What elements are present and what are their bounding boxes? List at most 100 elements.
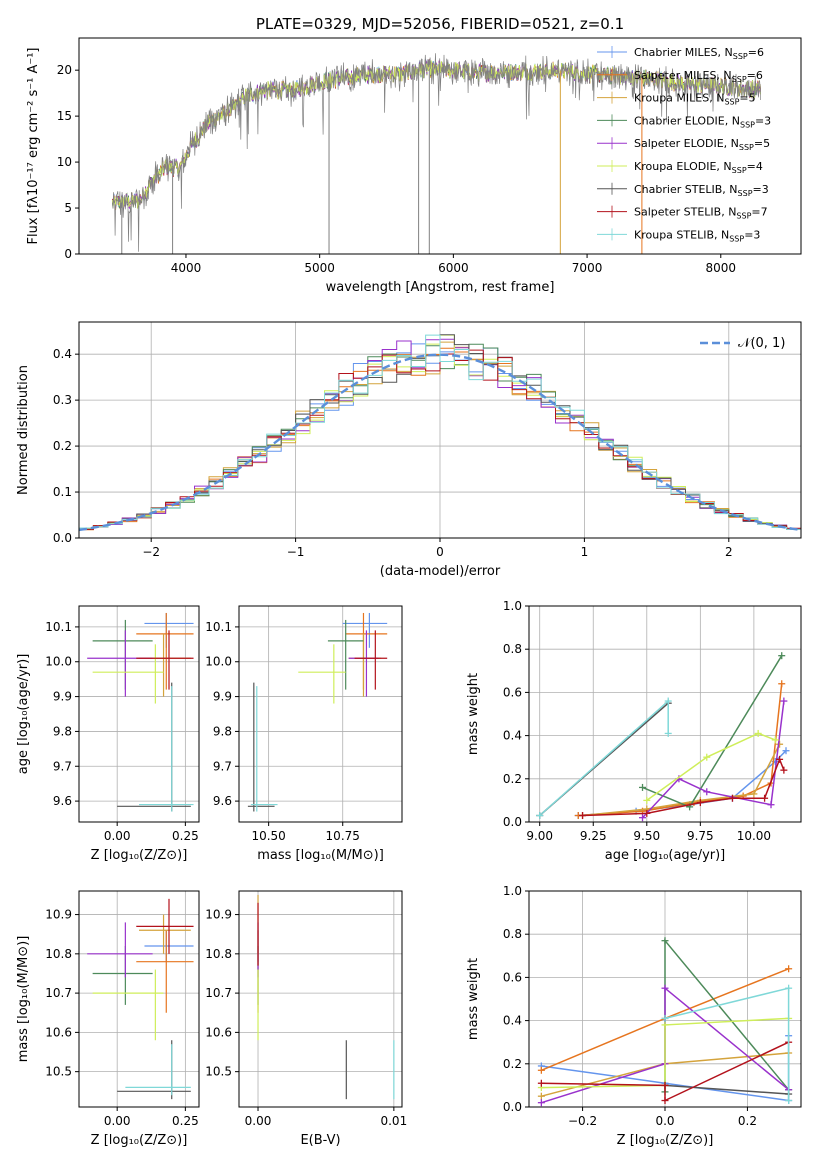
x-tick-label: 5000 — [304, 261, 335, 275]
axes-frame — [528, 890, 802, 1108]
data-spectrum-line — [112, 53, 761, 252]
weight-line — [642, 655, 783, 808]
x-tick-label: −2 — [142, 545, 160, 559]
y-tick-label: 10.1 — [45, 620, 72, 634]
y-tick-label: 10.1 — [205, 620, 232, 634]
legend-suffix: =3 — [755, 114, 771, 127]
axes-frame — [78, 605, 200, 823]
legend-suffix: =4 — [747, 160, 763, 173]
legend-subscript: SSP — [732, 75, 747, 84]
figure-title: PLATE=0329, MJD=52056, FIBERID=0521, z=0… — [256, 15, 624, 33]
x-tick-label: 4000 — [171, 261, 202, 275]
panel-weight_vs_age: 9.00 9.25 9.50 9.75 10.00 0.0 0.2 0.4 0.6 0.8 1.0 a… — [466, 599, 802, 863]
plot-area — [79, 334, 801, 532]
legend-label: Kroupa ELODIE, NSSP=4 — [634, 160, 763, 175]
y-tick-label: 9.6 — [213, 794, 232, 808]
y-axis-label: mass weight — [466, 958, 481, 1040]
y-tick-label: 5 — [64, 201, 72, 215]
x-axis-label: age [log₁₀(age/yr)] — [605, 848, 726, 863]
axes-frame — [238, 605, 403, 823]
x-tick-label: 10.75 — [326, 829, 360, 843]
x-tick-label: 9.75 — [687, 829, 714, 843]
y-tick-label: 10.9 — [205, 908, 232, 922]
legend-suffix: =6 — [748, 46, 764, 59]
y-axis-label: mass [log₁₀(M/M⊙)] — [16, 936, 31, 1063]
normal-reference-curve — [79, 353, 801, 532]
y-tick-label: 0.1 — [53, 485, 72, 499]
x-tick-label: 10.00 — [737, 829, 771, 843]
weight-line — [541, 1041, 789, 1102]
legend-suffix: =3 — [753, 183, 769, 196]
legend-suffix: =7 — [751, 206, 767, 219]
y-axis-label: Flux [fλ10⁻¹⁷ erg cm⁻² s⁻¹ A⁻¹] — [26, 48, 41, 245]
x-axis-label: (data-model)/error — [380, 564, 501, 579]
y-tick-label: 0.2 — [503, 772, 522, 786]
y-tick-label: 0.6 — [503, 685, 522, 699]
legend-label: Kroupa STELIB, NSSP=3 — [634, 228, 760, 243]
y-axis-label: age [log₁₀(age/yr)] — [16, 654, 31, 775]
x-tick-label: 0.25 — [172, 1114, 199, 1128]
y-tick-label: 0.4 — [53, 347, 72, 361]
x-tick-label: 0.00 — [104, 829, 131, 843]
panel-mass_vs_EBV: 0.00 0.01 10.5 10.6 10.7 10.8 10.9 E(B-V) — [205, 890, 407, 1148]
x-tick-label: 9.00 — [526, 829, 553, 843]
x-tick-label: 0.0 — [655, 1114, 674, 1128]
y-tick-label: 1.0 — [503, 599, 522, 613]
panel-residuals: −2 −1 0 1 2 0.0 0.1 0.2 0.3 0.4 (data-model)/error… — [16, 321, 802, 579]
x-tick-label: 0.00 — [104, 1114, 131, 1128]
legend-suffix: =5 — [754, 137, 770, 150]
x-tick-label: 0.25 — [172, 829, 199, 843]
y-tick-label: 0.4 — [503, 729, 522, 743]
y-tick-label: 10.5 — [45, 1065, 72, 1079]
x-tick-label: 0 — [436, 545, 444, 559]
weight-line — [664, 987, 790, 1101]
x-tick-label: 10.50 — [251, 829, 285, 843]
axes-frame — [238, 890, 403, 1108]
y-tick-label: 10.7 — [45, 986, 72, 1000]
weight-line — [646, 732, 776, 802]
x-tick-label: 0.2 — [738, 1114, 757, 1128]
legend-name: Kroupa ELODIE, N — [634, 160, 732, 173]
weight-line — [541, 1017, 789, 1089]
plot-area — [87, 898, 194, 1100]
y-tick-label: 0.4 — [503, 1014, 522, 1028]
y-tick-label: 10.0 — [205, 655, 232, 669]
legend-name: Chabrier STELIB, N — [634, 183, 738, 196]
legend-subscript: SSP — [733, 52, 748, 61]
y-tick-label: 15 — [57, 109, 72, 123]
y-tick-label: 0.3 — [53, 393, 72, 407]
panel-age_vs_Z: 0.00 0.25 9.6 9.7 9.8 9.9 10.0 10.1 Z [log₁₀(Z/Z… — [16, 605, 200, 863]
legend-reference-label: 𝒩(0, 1) — [738, 336, 785, 351]
x-tick-label: 8000 — [706, 261, 737, 275]
axes-frame — [78, 890, 200, 1108]
y-tick-label: 9.6 — [53, 794, 72, 808]
y-tick-label: 9.8 — [213, 724, 232, 738]
x-tick-label: 9.50 — [633, 829, 660, 843]
y-tick-label: 0.8 — [503, 927, 522, 941]
legend-name: Chabrier MILES, N — [634, 46, 733, 59]
y-tick-label: 0.0 — [503, 815, 522, 829]
residuals-legend: 𝒩(0, 1) — [700, 336, 785, 351]
x-axis-label: Z [log₁₀(Z/Z⊙)] — [91, 1133, 188, 1148]
legend-label: Chabrier STELIB, NSSP=3 — [634, 183, 769, 198]
residual-histogram-8 — [79, 334, 801, 530]
x-tick-label: 9.25 — [580, 829, 607, 843]
y-tick-label: 9.9 — [213, 690, 232, 704]
x-tick-label: 7000 — [572, 261, 603, 275]
x-axis-label: E(B-V) — [300, 1133, 340, 1148]
y-tick-label: 0.0 — [503, 1100, 522, 1114]
legend-label: Salpeter MILES, NSSP=6 — [634, 69, 763, 84]
y-tick-label: 10.8 — [45, 947, 72, 961]
legend-suffix: =3 — [744, 228, 760, 241]
y-tick-label: 10.9 — [45, 908, 72, 922]
panel-mass_vs_Z: 0.00 0.25 10.5 10.6 10.7 10.8 10.9 Z [log₁₀(Z/Z… — [16, 890, 200, 1148]
panel-age_vs_mass: 10.50 10.75 9.6 9.7 9.8 9.9 10.0 10.1 mass [log₁… — [205, 605, 403, 863]
legend-subscript: SSP — [740, 120, 755, 129]
x-tick-label: −1 — [287, 545, 305, 559]
panel-weight_vs_Z: −0.2 0.0 0.2 0.0 0.2 0.4 0.6 0.8 1.0 Z [log₁₀(Z/Z… — [466, 884, 802, 1148]
y-axis-label: Normed distribution — [16, 365, 31, 495]
x-tick-label: 6000 — [438, 261, 469, 275]
legend-subscript: SSP — [739, 143, 754, 152]
